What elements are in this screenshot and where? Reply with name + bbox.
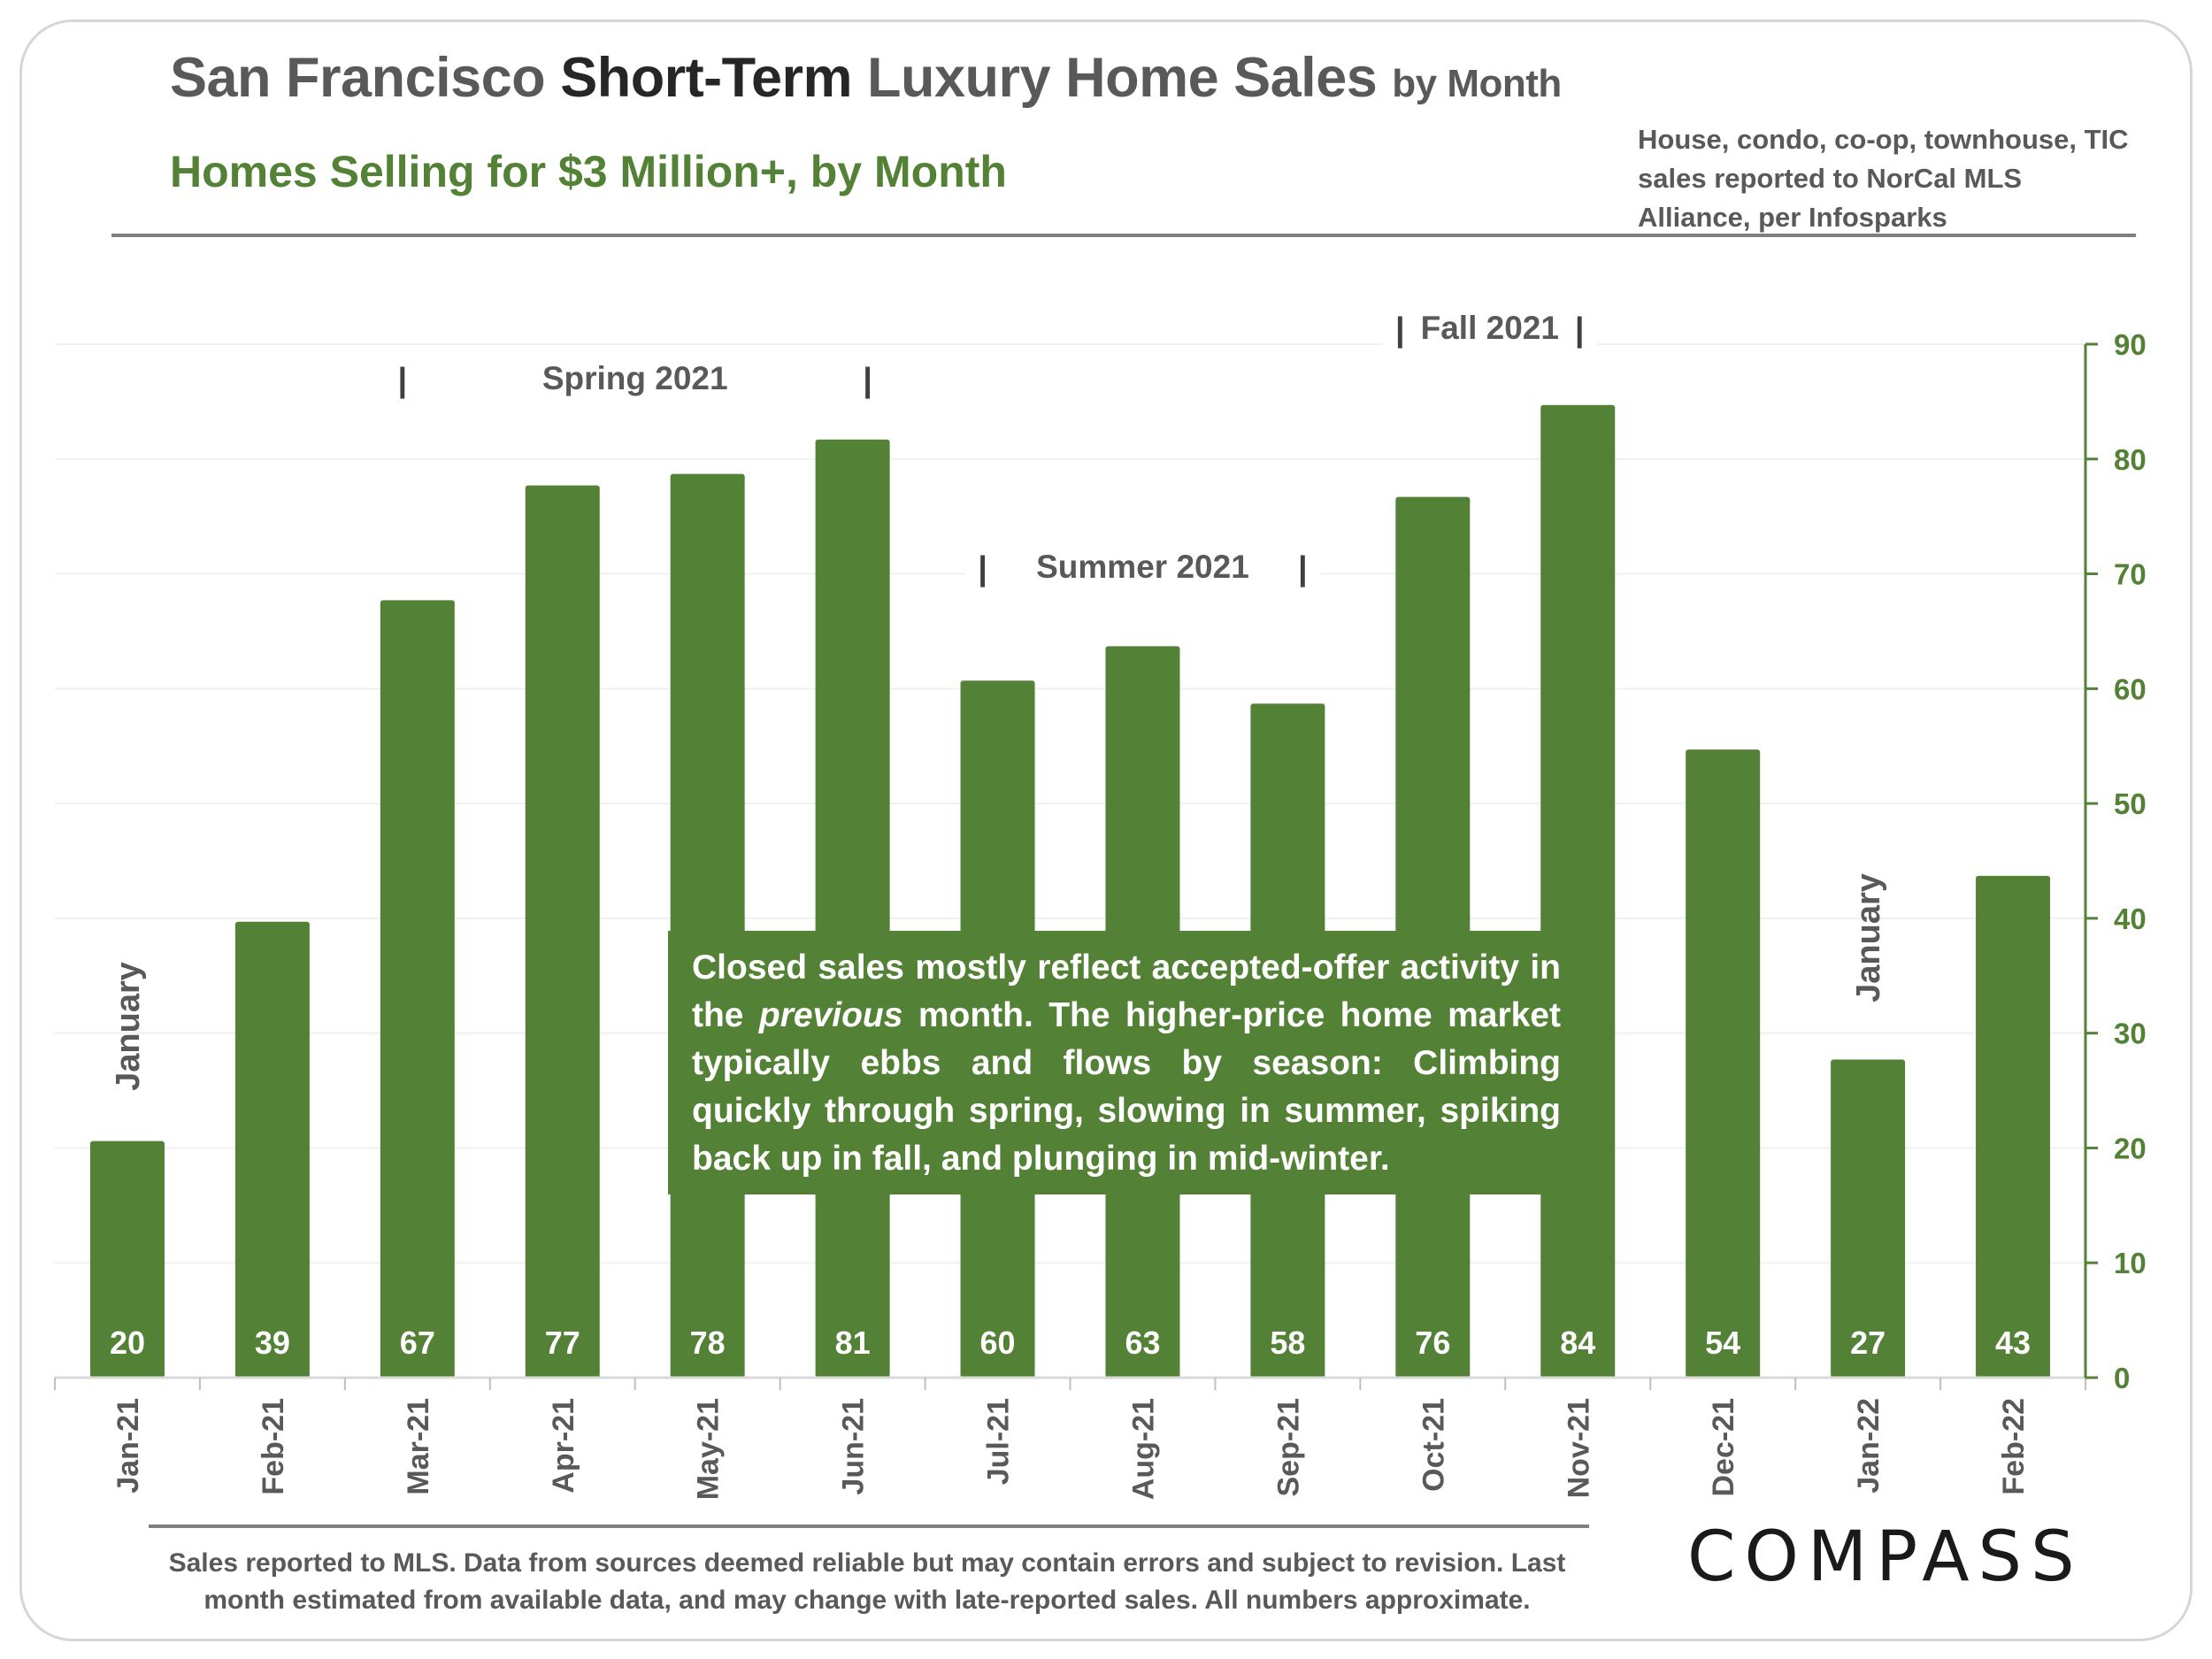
- y-tick-label: 40: [2114, 902, 2147, 935]
- bar-value-label: 20: [110, 1325, 145, 1361]
- y-tick-label: 70: [2114, 558, 2147, 591]
- annotation-text-italic: previous: [758, 996, 903, 1034]
- bar-may-21: [670, 473, 745, 1378]
- x-tick-label: Jun-21: [837, 1398, 871, 1495]
- header-divider: [111, 234, 2136, 237]
- compass-logo: COMPASS: [1687, 1517, 2084, 1597]
- bar-feb-21: [234, 921, 310, 1378]
- x-tick-label: Jan-21: [111, 1398, 145, 1494]
- x-tick-label: Jul-21: [982, 1398, 1016, 1485]
- season-label: Fall 2021: [1421, 310, 1559, 346]
- x-tick-label: Dec-21: [1707, 1398, 1740, 1497]
- title-part-term: Short-Term: [560, 47, 853, 109]
- season-separator: |: [398, 362, 408, 399]
- season-label: Summer 2021: [1036, 549, 1249, 585]
- x-tick-label: Aug-21: [1126, 1398, 1160, 1500]
- season-label: Spring 2021: [542, 360, 728, 396]
- x-tick-label: Mar-21: [402, 1398, 435, 1495]
- source-note: House, condo, co-op, townhouse, TIC sale…: [1638, 124, 2129, 233]
- x-tick-label: Oct-21: [1417, 1398, 1450, 1492]
- chart-subtitle: Homes Selling for $3 Million+, by Month: [170, 147, 1007, 196]
- season-separator: |: [863, 362, 872, 399]
- annotation-text-start: Closed sales mostly reflect accepted-off…: [692, 949, 1561, 1034]
- x-tick-label: May-21: [692, 1398, 726, 1500]
- bar-value-label: 78: [690, 1325, 726, 1361]
- footer-divider: [149, 1525, 1589, 1528]
- bar-value-label: 81: [835, 1325, 871, 1361]
- january-label: January: [1850, 873, 1887, 1002]
- y-tick-label: 0: [2114, 1362, 2130, 1394]
- bar-value-label: 58: [1270, 1325, 1305, 1361]
- bar-value-label: 39: [255, 1325, 290, 1361]
- title-part-period: by Month: [1392, 62, 1562, 105]
- bar-dec-21: [1686, 749, 1761, 1378]
- y-tick-label: 50: [2114, 787, 2147, 820]
- bar-jun-21: [815, 439, 890, 1378]
- january-label: January: [110, 962, 147, 1091]
- season-separator: |: [978, 550, 987, 588]
- y-tick-label: 60: [2114, 672, 2147, 705]
- y-tick-label: 30: [2114, 1018, 2147, 1050]
- bar-value-label: 63: [1125, 1325, 1160, 1361]
- x-tick-label: Jan-22: [1852, 1398, 1886, 1494]
- x-tick-label: Apr-21: [547, 1398, 580, 1494]
- bar-value-label: 77: [545, 1325, 580, 1361]
- bar-feb-22: [1976, 875, 2051, 1378]
- bar-value-label: 84: [1560, 1325, 1595, 1361]
- season-label-bg: [384, 356, 886, 402]
- season-separator: |: [1298, 550, 1308, 588]
- bar-value-label: 76: [1415, 1325, 1450, 1361]
- y-tick-label: 80: [2114, 443, 2147, 476]
- annotation-text-end: month. The higher-price home market typi…: [692, 996, 1561, 1178]
- y-tick-label: 10: [2114, 1247, 2147, 1279]
- footnote: Sales reported to MLS. Data from sources…: [168, 1548, 1566, 1615]
- bar-jan-22: [1831, 1059, 1906, 1378]
- y-tick-label: 20: [2114, 1132, 2147, 1164]
- season-separator: |: [1575, 311, 1585, 349]
- bar-value-label: 60: [980, 1325, 1016, 1361]
- x-tick-label: Sep-21: [1271, 1398, 1305, 1497]
- title-part-subject: Luxury Home Sales: [867, 47, 1378, 109]
- x-tick-label: Nov-21: [1562, 1398, 1595, 1498]
- x-tick-label: Feb-21: [257, 1398, 290, 1495]
- title-part-city: San Francisco: [170, 47, 546, 109]
- season-label-bg: [1382, 305, 1598, 351]
- x-tick-label: Feb-22: [1997, 1398, 2031, 1495]
- bar-nov-21: [1540, 404, 1616, 1378]
- season-label-bg: [964, 544, 1321, 590]
- bar-value-label: 43: [1995, 1325, 2031, 1361]
- bar-value-label: 54: [1705, 1325, 1740, 1361]
- bar-value-label: 67: [400, 1325, 435, 1361]
- bar-apr-21: [525, 485, 600, 1378]
- y-tick-label: 90: [2114, 328, 2147, 361]
- annotation-box: Closed sales mostly reflect accepted-off…: [668, 931, 1585, 1194]
- chart-title: San Francisco Short-Term Luxury Home Sal…: [170, 46, 1562, 110]
- bar-jan-21: [89, 1141, 165, 1378]
- bar-value-label: 27: [1850, 1325, 1886, 1361]
- season-separator: |: [1395, 311, 1405, 349]
- annotation-text: Closed sales mostly reflect accepted-off…: [692, 944, 1561, 1183]
- bar-mar-21: [380, 600, 455, 1378]
